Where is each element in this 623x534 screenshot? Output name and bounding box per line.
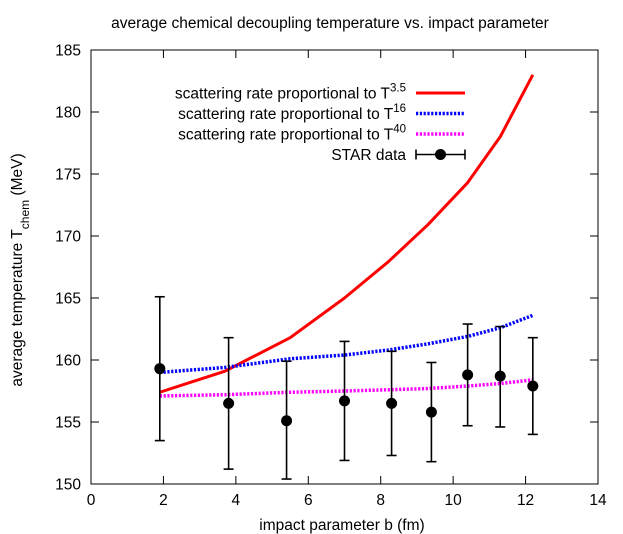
star-data-point	[494, 370, 506, 382]
series-line-1	[159, 74, 535, 394]
star-data-point	[527, 380, 539, 392]
star-data-point	[386, 397, 398, 409]
y-axis-label-main: average temperature T	[9, 229, 26, 387]
legend-sample-marker	[435, 149, 446, 160]
legend-label-4: STAR data	[331, 147, 406, 164]
legend-label-exponent: 40	[393, 124, 406, 136]
y-tick-label: 155	[55, 415, 81, 432]
y-axis-label-sub: chem	[18, 200, 32, 229]
star-data-point	[154, 363, 166, 375]
y-tick-label: 150	[55, 477, 81, 494]
legend-label-exponent: 16	[393, 103, 406, 115]
chart-title: average chemical decoupling temperature …	[111, 15, 549, 32]
star-data-point	[281, 415, 293, 427]
legend-label-text: scattering rate proportional to T	[178, 127, 394, 144]
series-line-2	[159, 313, 534, 375]
y-tick-label: 170	[55, 229, 81, 246]
y-axis-label-unit: (MeV)	[9, 153, 26, 200]
legend-label-3: scattering rate proportional to T40	[178, 124, 406, 144]
y-axis-label: average temperature Tchem (MeV)	[9, 153, 32, 386]
legend-label-text: STAR data	[331, 147, 406, 164]
x-tick-label: 10	[445, 492, 463, 509]
plot-frame	[90, 49, 599, 485]
legend-label-text: scattering rate proportional to T	[175, 86, 391, 103]
star-data-point	[425, 406, 437, 418]
x-tick-label: 4	[232, 492, 241, 509]
y-tick-label: 165	[55, 291, 81, 308]
legend-label-1: scattering rate proportional to T3.5	[175, 83, 406, 103]
star-data-point	[223, 397, 235, 409]
x-tick-label: 2	[159, 492, 168, 509]
y-tick-label: 160	[55, 353, 81, 370]
x-tick-label: 14	[589, 492, 607, 509]
legend-label-exponent: 3.5	[390, 83, 406, 95]
series-layer	[154, 74, 539, 480]
star-data-point	[339, 395, 350, 407]
plot-border	[90, 49, 599, 485]
x-axis-label: impact parameter b (fm)	[259, 517, 424, 534]
legend-label-text: scattering rate proportional to T	[178, 106, 394, 123]
axis-ticks: 0 2 4 6 8 10 12 14 150 155 160 165 170 175 180 185	[55, 43, 607, 510]
series-line-3	[159, 378, 534, 398]
x-tick-label: 8	[376, 492, 385, 509]
y-tick-label: 175	[55, 167, 81, 184]
x-tick-label: 12	[517, 492, 534, 509]
star-data-point	[462, 369, 474, 381]
y-tick-label: 180	[55, 105, 81, 122]
x-tick-label: 6	[304, 492, 313, 509]
y-tick-label: 185	[55, 43, 81, 60]
x-tick-label: 0	[87, 492, 96, 509]
legend-label-2: scattering rate proportional to T16	[178, 103, 406, 123]
legend: scattering rate proportional to T3.5scat…	[175, 83, 466, 164]
